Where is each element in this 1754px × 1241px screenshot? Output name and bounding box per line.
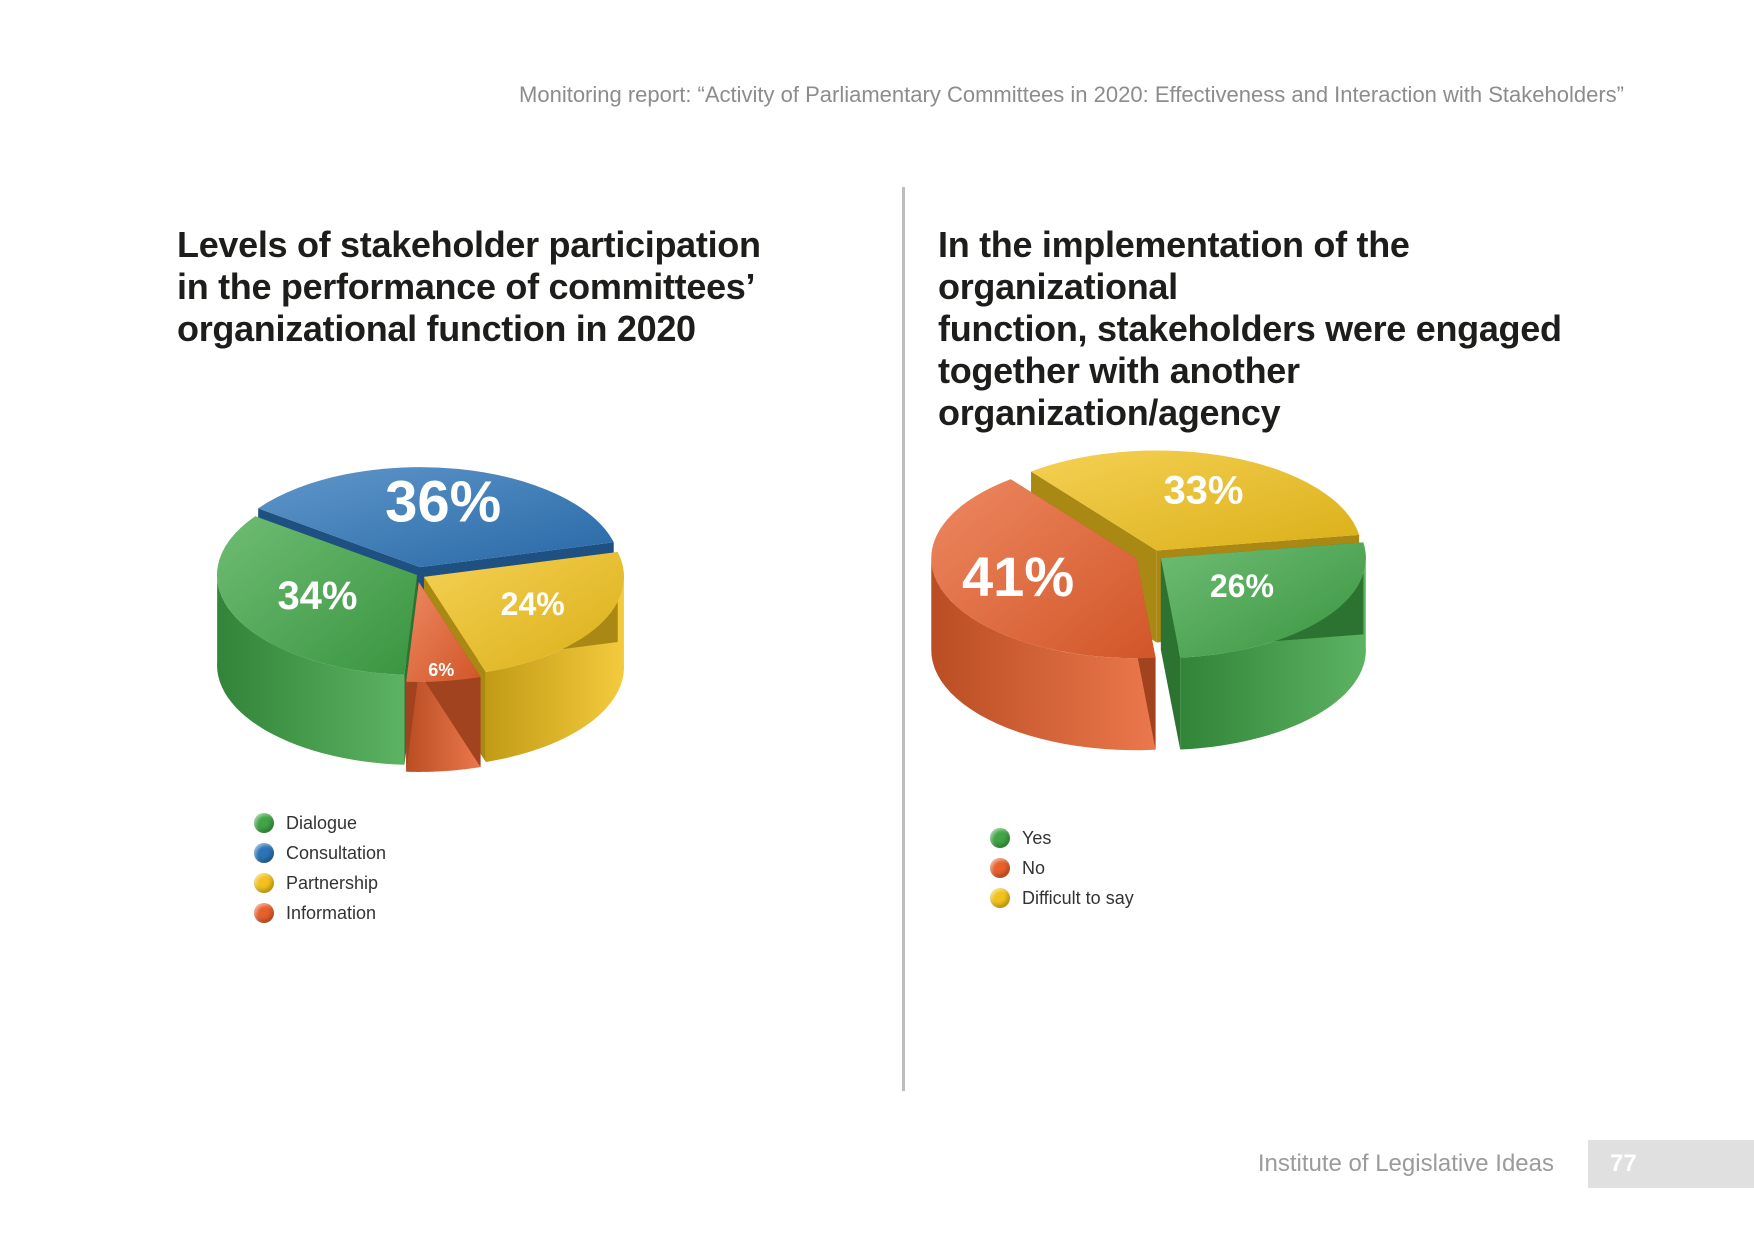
data-label: 24% <box>501 586 565 622</box>
legend-swatch <box>990 828 1010 848</box>
pie-slice-information <box>406 581 481 772</box>
legend-label: Difficult to say <box>1022 887 1134 908</box>
data-label: 26% <box>1210 568 1274 604</box>
data-label: 34% <box>277 574 357 618</box>
running-header: Monitoring report: “Activity of Parliame… <box>519 82 1624 107</box>
legend-label: Yes <box>1022 827 1052 848</box>
legend-item: Yes <box>990 823 1134 853</box>
footer-organization: Institute of Legislative Ideas <box>1257 1150 1554 1177</box>
legend-label: Dialogue <box>286 812 358 833</box>
legend-swatch <box>254 903 274 923</box>
chart-title-line: In the implementation of the organizatio… <box>938 224 1410 307</box>
legend-swatch <box>990 858 1010 878</box>
legend-label: Information <box>286 902 377 923</box>
chart-title-line: function, stakeholders were engaged <box>938 308 1562 349</box>
data-label: 33% <box>1163 468 1243 512</box>
chart-title: In the implementation of the organizatio… <box>938 224 1638 434</box>
legend-swatch <box>254 843 274 863</box>
pie-slice-yes <box>1160 542 1366 750</box>
legend-label: No <box>1022 857 1046 878</box>
legend-swatch <box>254 813 274 833</box>
chart-title-line: together with another organization/agenc… <box>938 350 1300 433</box>
legend-label: Partnership <box>286 872 379 893</box>
page-number: 77 <box>1610 1150 1637 1177</box>
pie-slice-no <box>931 479 1156 751</box>
pie-chart-engagement: 33% 41% 26% <box>931 450 1366 751</box>
data-label: 6% <box>428 660 454 680</box>
chart-title-line: in the performance of committees’ <box>177 266 756 307</box>
pie-chart-stakeholder-levels: 36% 34% 24% 6% <box>217 467 625 772</box>
chart-legend: Yes No Difficult to say <box>990 823 1134 913</box>
legend-swatch <box>254 873 274 893</box>
legend-label: Consultation <box>286 842 387 863</box>
chart-title-line: organizational function in 2020 <box>177 308 696 349</box>
chart-legend: Dialogue Consultation Partnership Informati… <box>254 808 386 928</box>
chart-title: Levels of stakeholder participation in t… <box>177 224 877 350</box>
legend-item: Partnership <box>254 868 386 898</box>
page-number-box: 77 <box>1588 1140 1754 1188</box>
legend-swatch <box>990 888 1010 908</box>
panel-divider <box>902 187 905 1091</box>
legend-item: Consultation <box>254 838 386 868</box>
pie-slice-dialogue <box>217 516 417 765</box>
legend-item: Information <box>254 898 386 928</box>
chart-title-line: Levels of stakeholder participation <box>177 224 761 265</box>
legend-item: Dialogue <box>254 808 386 838</box>
legend-item: Difficult to say <box>990 883 1134 913</box>
data-label: 41% <box>962 545 1074 608</box>
legend-item: No <box>990 853 1134 883</box>
data-label: 36% <box>385 470 501 535</box>
